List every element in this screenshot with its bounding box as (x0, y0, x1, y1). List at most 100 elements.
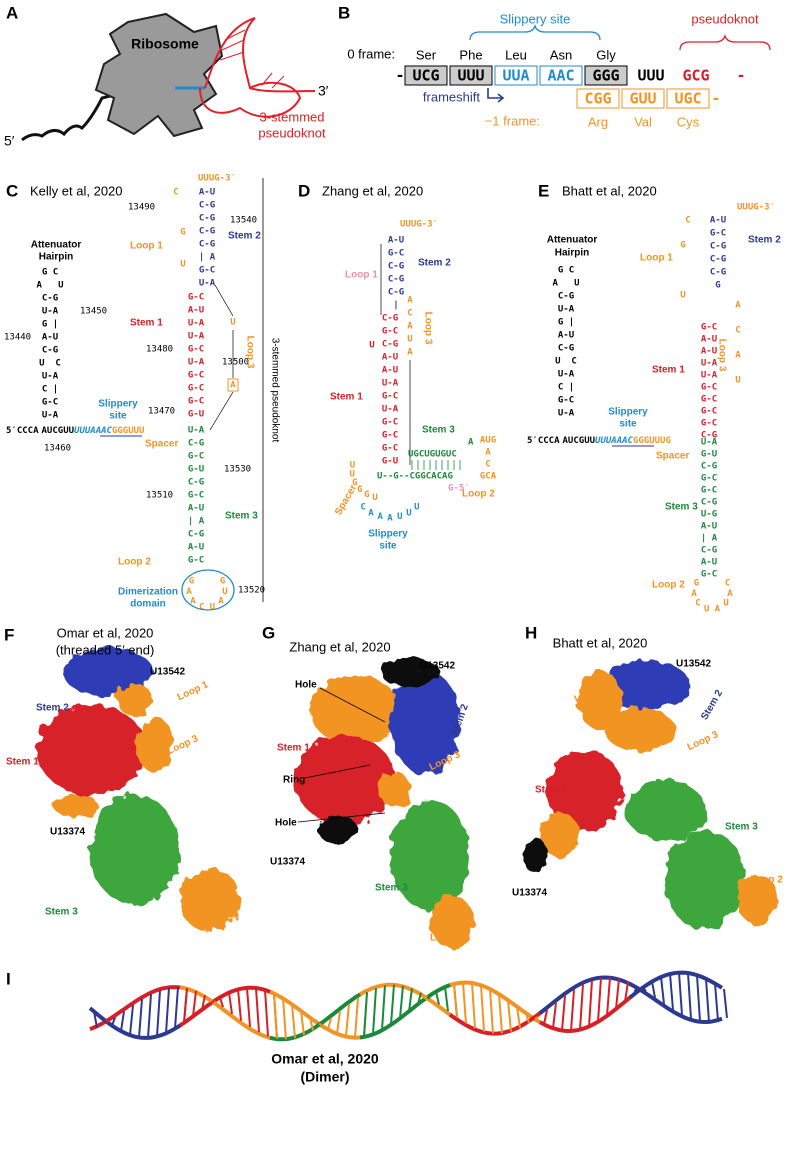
base-row: A U (552, 279, 579, 289)
base-rung (372, 987, 377, 1035)
slippery-label: site (379, 541, 397, 552)
frameshift-label: frameshift (423, 89, 480, 104)
nucleotide: U (406, 508, 411, 518)
model-label: Omar et al, 2020 (271, 1051, 379, 1067)
panel-d: D Zhang et al, 2020 UUUG-3′ A-UG-CC-GC-G… (298, 181, 497, 551)
box (227, 378, 239, 392)
base-rung (255, 987, 260, 1033)
base-rung (129, 1004, 134, 1036)
base-row: C-G (558, 344, 574, 354)
surface-model (37, 647, 240, 932)
residue-label: U13542 (420, 661, 455, 672)
nucleotide: U (723, 599, 728, 609)
nucleotide: U (704, 605, 709, 615)
base-row: U-A (188, 426, 205, 436)
seq-part: GGGUUUG (633, 436, 671, 446)
base-row: G-C (382, 431, 398, 441)
stem-label: Stem 2 (748, 235, 781, 246)
loop: A C A U (735, 301, 741, 386)
pseudoknot-rungs (219, 29, 285, 89)
backbone (629, 982, 723, 1025)
backbone (269, 989, 363, 1040)
nucleotide: A (190, 597, 196, 607)
base-rung (525, 1012, 530, 1024)
model-label: (Dimer) (300, 1069, 349, 1085)
base-row: G-C (388, 249, 404, 259)
position-number: 13520 (238, 586, 265, 596)
base-row: U (680, 291, 685, 301)
attenuator-label: Hairpin (555, 248, 589, 259)
base-row: C-G (710, 268, 726, 278)
codon: UUU (457, 67, 484, 85)
seq-part: UUUAAAC (595, 436, 634, 446)
base-row: G-U (188, 410, 204, 420)
base-rung (624, 981, 629, 1002)
panel-letter: C (6, 181, 18, 200)
panel-title: Zhang et al, 2020 (289, 639, 390, 654)
base-rung (291, 1004, 296, 1039)
base-row: | A (199, 253, 216, 263)
base-row: C-G (199, 214, 215, 224)
base-row: U-A (701, 371, 718, 381)
base-rung (669, 973, 674, 1010)
position-number: 13500 (222, 358, 249, 368)
panel-title: Kelly et al, 2020 (30, 183, 123, 198)
base-rung (444, 986, 449, 1012)
stem-label: Stem 2 (228, 231, 261, 242)
base-row: G-C (188, 371, 204, 381)
loop-label: Loop 1 (640, 253, 673, 264)
base-row: U-A (42, 307, 59, 317)
surface-model (523, 660, 778, 930)
nucleotide: U (350, 461, 355, 471)
panel-title: Omar et al, 2020 (57, 625, 154, 640)
panel-i: I Omar et al, 2020 (Dimer) (6, 969, 728, 1085)
backbone (538, 975, 633, 1015)
base-row: A (735, 351, 741, 361)
nucleotide: U (369, 341, 374, 351)
panel-title: Bhatt et al, 2020 (553, 635, 648, 650)
seq-part: 5′CCCA (527, 436, 560, 446)
slippery-label: Slippery (608, 407, 648, 418)
base-rung (183, 988, 188, 1023)
base-row: A-U (382, 353, 398, 363)
codon-box (576, 88, 620, 109)
attenuator-label: Hairpin (39, 252, 73, 263)
panel-c: C Kelly et al, 2020 3-stemmed pseudoknot… (4, 174, 280, 613)
base-rung (714, 983, 719, 1021)
three-prime: 3′ (318, 83, 329, 99)
codon: UUU (637, 67, 664, 85)
region-label: Stem 3 (725, 822, 758, 833)
pseudoknot-label: pseudoknot (691, 11, 759, 26)
seq-part: 5′CCCA (6, 426, 39, 436)
region-label: Ring (283, 775, 305, 786)
seq-part: AUCGUU (563, 436, 596, 446)
position-number: 13480 (146, 345, 173, 355)
base-row: G-U (188, 465, 204, 475)
base-row: C-G (42, 346, 58, 356)
frame-label: −1 frame: (485, 113, 540, 128)
base-row: C (485, 460, 490, 470)
base-rung (309, 1017, 314, 1031)
base-row: G-C (188, 452, 204, 462)
region-label: Hole (295, 680, 317, 691)
three-end: UUUG-3′ (198, 174, 236, 184)
base-row: G-C (701, 395, 717, 405)
base-row: G-U (382, 457, 398, 467)
stem-label: Stem 3 (225, 511, 258, 522)
base-row: A-U (388, 236, 404, 246)
sequence-row: - UCG UUU UUA AAC GGG UUU GCG - (395, 65, 746, 86)
slippery-label: Slippery (98, 399, 138, 410)
stem-label: Stem 2 (418, 258, 451, 269)
nucleotide: A (218, 597, 224, 607)
base-row: U-A (558, 370, 575, 380)
panel-e: E Bhatt et al, 2020 UUUG-3′ C A-U G-C C-G C… (527, 181, 781, 614)
mrna-line (21, 86, 143, 142)
base-rung (651, 981, 656, 998)
base-row: | A (188, 517, 205, 527)
base-rung (381, 985, 386, 1031)
panel-h: H Bhatt et al, 2020 U13542 Loop 1 Stem 2… (512, 623, 783, 930)
base-row: G-C (558, 396, 574, 406)
base-row: A-U (382, 366, 398, 376)
region-label: Stem 2 (699, 688, 725, 722)
amino-acid: Val (634, 114, 652, 129)
